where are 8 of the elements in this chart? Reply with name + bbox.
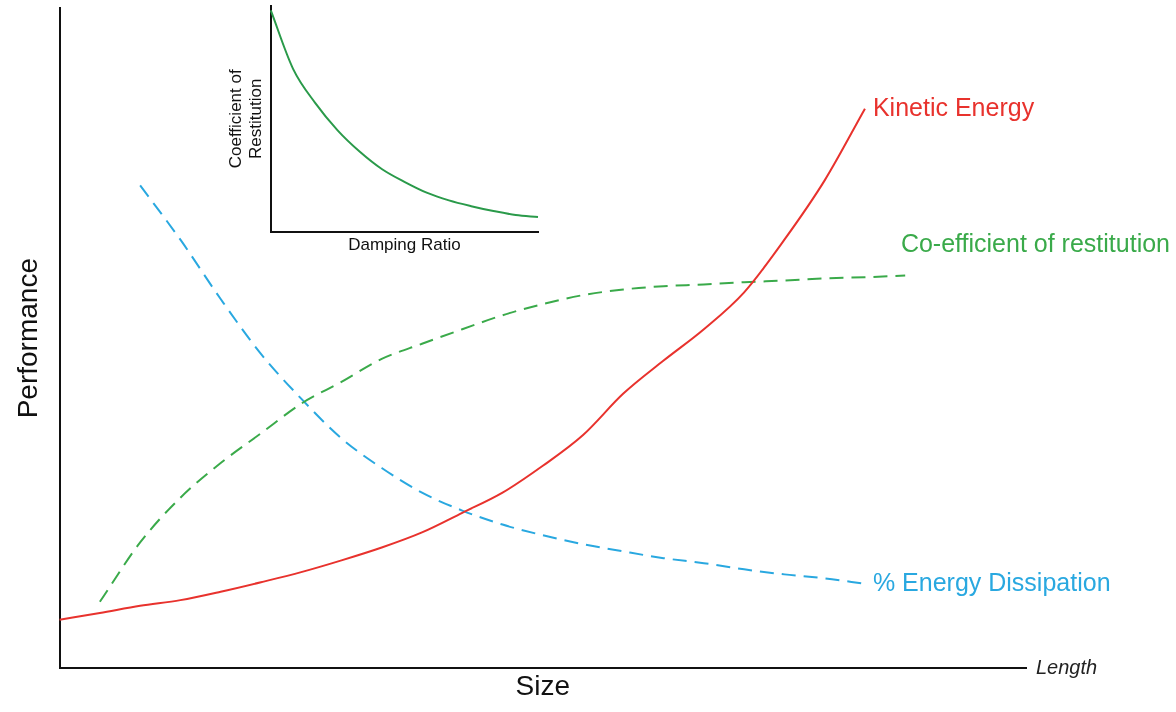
x-axis-title: Size (515, 669, 571, 701)
text: Length (1036, 655, 1098, 678)
y-axis-title: Performance (11, 258, 43, 419)
series-label: % Energy Dissipation (872, 567, 1111, 596)
y-axis-title: Coefficient of Restitution (225, 69, 266, 169)
series-label: Co-efficient of restitution (900, 229, 1171, 258)
series-label: Kinetic Energy (872, 92, 1035, 121)
x-axis-title: Damping Ratio (348, 235, 461, 255)
